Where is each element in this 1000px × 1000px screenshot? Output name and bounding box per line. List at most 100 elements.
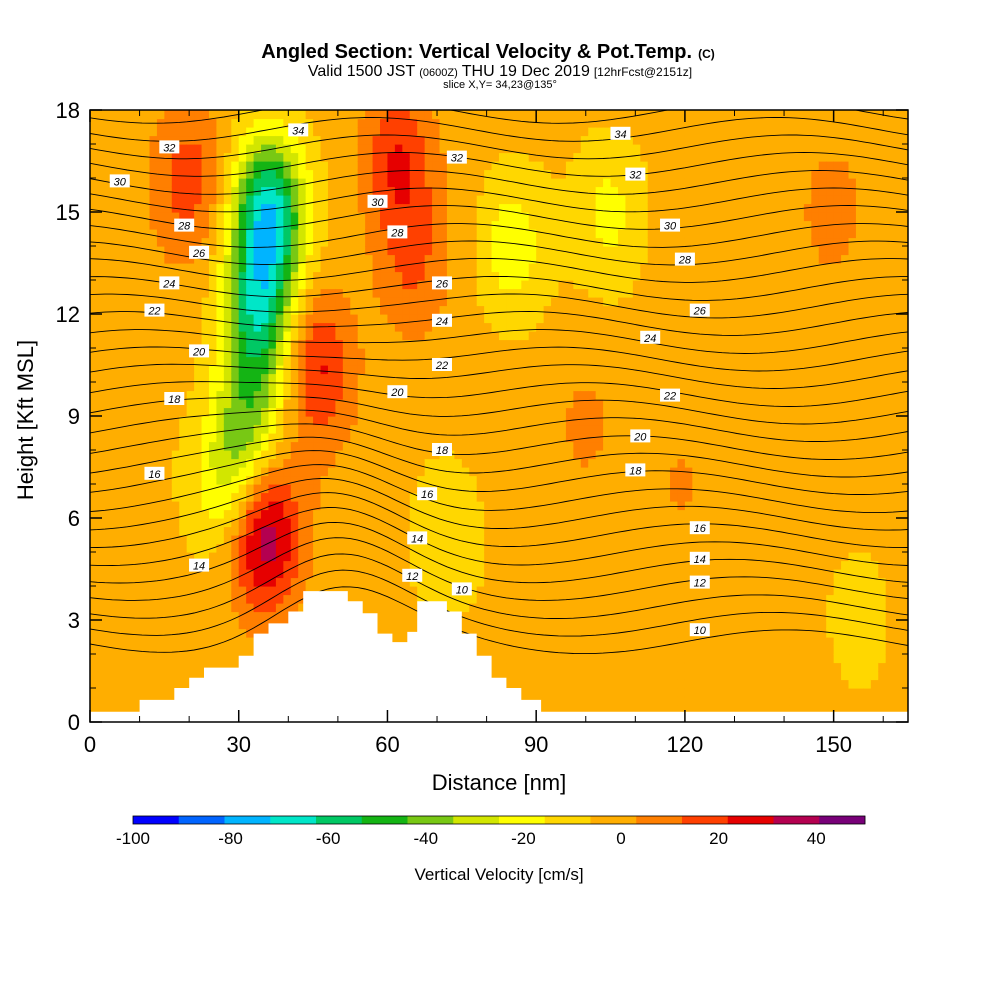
field-cell [551, 271, 560, 281]
field-cell [261, 603, 270, 613]
field-cell [208, 263, 218, 273]
field-cell [261, 390, 270, 400]
field-cell [387, 467, 396, 477]
field-cell [536, 458, 545, 468]
field-cell [246, 280, 255, 290]
field-cell [112, 135, 121, 145]
field-cell [313, 552, 322, 562]
field-cell [335, 314, 344, 324]
field-cell [372, 280, 381, 290]
field-cell [134, 688, 143, 698]
field-cell [580, 620, 589, 630]
field-cell [223, 552, 232, 562]
field-cell [536, 331, 545, 341]
field-cell [506, 654, 515, 664]
field-cell [268, 611, 277, 621]
field-cell [156, 450, 165, 460]
field-cell [149, 577, 158, 587]
field-cell [142, 424, 151, 434]
field-cell [528, 118, 537, 128]
field-cell [513, 314, 522, 324]
field-cell [164, 229, 173, 239]
field-cell [484, 399, 493, 409]
field-cell [231, 441, 240, 451]
field-cell [223, 195, 232, 205]
field-cell [127, 705, 136, 715]
field-cell [342, 195, 351, 205]
field-cell [439, 229, 448, 239]
field-cell [171, 407, 180, 417]
field-cell [253, 390, 262, 400]
field-cell [208, 407, 218, 417]
field-cell [90, 229, 99, 239]
field-cell [454, 535, 463, 545]
field-cell [588, 144, 597, 154]
field-cell [558, 620, 567, 630]
field-cell [543, 492, 552, 502]
field-cell [565, 331, 574, 341]
field-cell [461, 118, 470, 128]
field-cell [171, 127, 180, 137]
field-cell [491, 373, 500, 383]
field-cell [90, 492, 99, 502]
field-cell [439, 467, 448, 477]
field-cell [268, 535, 277, 545]
field-cell [476, 288, 485, 298]
field-cell [506, 467, 515, 477]
field-cell [253, 169, 262, 179]
field-cell [365, 424, 374, 434]
field-cell [409, 543, 418, 553]
field-cell [112, 195, 121, 205]
field-cell [446, 382, 455, 392]
field-cell [603, 552, 612, 562]
field-cell [97, 390, 106, 400]
field-cell [521, 620, 530, 630]
field-cell [149, 186, 158, 196]
field-cell [119, 271, 128, 281]
field-cell [223, 365, 232, 375]
field-cell [432, 297, 441, 307]
field-cell [320, 577, 329, 587]
field-cell [261, 535, 270, 545]
field-cell [335, 365, 344, 375]
field-cell [387, 526, 396, 536]
field-cell [588, 501, 597, 511]
field-cell [231, 484, 240, 494]
field-cell [223, 229, 232, 239]
field-cell [186, 458, 195, 468]
field-cell [350, 518, 359, 528]
field-cell [543, 543, 552, 553]
field-cell [573, 696, 582, 706]
field-cell [595, 246, 604, 256]
field-cell [528, 475, 537, 485]
field-cell [342, 475, 351, 485]
field-cell [335, 118, 344, 128]
field-cell [298, 314, 307, 324]
field-cell [409, 152, 418, 162]
field-cell [283, 339, 292, 349]
field-cell [179, 118, 188, 128]
field-cell [424, 594, 433, 604]
field-cell [446, 203, 455, 213]
field-cell [484, 373, 493, 383]
field-cell [424, 152, 433, 162]
field-cell [394, 467, 403, 477]
field-cell [454, 399, 463, 409]
field-cell [112, 348, 121, 358]
field-cell [380, 484, 389, 494]
field-cell [394, 586, 403, 596]
field-cell [543, 314, 552, 324]
field-cell [387, 552, 396, 562]
field-cell [565, 441, 574, 451]
field-cell [231, 186, 240, 196]
field-cell [104, 220, 113, 230]
field-cell [372, 348, 381, 358]
field-cell [380, 169, 389, 179]
field-cell [573, 492, 582, 502]
field-cell [595, 220, 604, 230]
field-cell [208, 322, 218, 332]
field-cell [588, 645, 597, 655]
field-cell [476, 144, 485, 154]
field-cell [134, 305, 143, 315]
field-cell [179, 458, 188, 468]
